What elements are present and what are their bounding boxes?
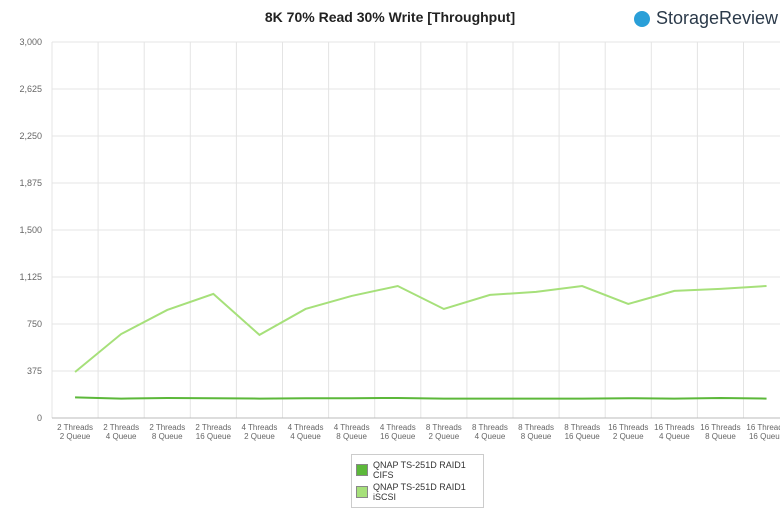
chart-title: 8K 70% Read 30% Write [Throughput]: [265, 9, 515, 25]
x-tick-label: 8 Queue: [336, 432, 367, 441]
y-tick-label: 1,125: [19, 272, 42, 282]
x-tick-label: 4 Threads: [242, 423, 278, 432]
x-tick-label: 16 Queue: [196, 432, 232, 441]
logo-icon: [633, 10, 650, 27]
x-tick-label: 8 Threads: [472, 423, 508, 432]
x-tick-label: 2 Threads: [195, 423, 231, 432]
x-tick-label: 16 Queue: [380, 432, 416, 441]
y-tick-label: 0: [37, 413, 42, 423]
brand-logo: StorageReview: [633, 8, 778, 29]
legend-swatch: [356, 486, 368, 498]
y-tick-label: 750: [27, 319, 42, 329]
brand-name: StorageReview: [655, 8, 778, 28]
x-tick-label: 8 Threads: [564, 423, 600, 432]
legend: QNAP TS-251D RAID1 CIFS QNAP TS-251D RAID…: [351, 454, 484, 508]
series-line: [74, 284, 767, 373]
x-tick-label: 4 Threads: [334, 423, 370, 432]
x-tick-label: 16 Threads: [700, 423, 740, 432]
x-tick-label: 4 Threads: [288, 423, 324, 432]
x-tick-label: 2 Threads: [149, 423, 185, 432]
x-tick-label: 2 Queue: [613, 432, 644, 441]
x-tick-label: 2 Threads: [57, 423, 93, 432]
x-tick-label: 16 Threads: [746, 423, 780, 432]
legend-swatch: [356, 464, 368, 476]
x-tick-label: 4 Queue: [659, 432, 690, 441]
x-tick-label: 2 Queue: [428, 432, 459, 441]
y-tick-label: 1,875: [19, 178, 42, 188]
x-tick-label: 4 Queue: [290, 432, 321, 441]
legend-item[interactable]: QNAP TS-251D RAID1 iSCSI: [356, 482, 479, 502]
x-tick-label: 16 Queue: [565, 432, 601, 441]
y-tick-label: 3,000: [19, 37, 42, 47]
legend-label: QNAP TS-251D RAID1 CIFS: [373, 460, 466, 480]
x-tick-label: 16 Threads: [608, 423, 648, 432]
x-tick-label: 8 Threads: [426, 423, 462, 432]
x-tick-label: 4 Threads: [380, 423, 416, 432]
x-tick-label: 4 Queue: [475, 432, 506, 441]
x-tick-label: 8 Queue: [152, 432, 183, 441]
y-tick-label: 2,250: [19, 131, 42, 141]
x-tick-label: 16 Queue: [749, 432, 780, 441]
x-tick-label: 4 Queue: [106, 432, 137, 441]
x-tick-label: 8 Threads: [518, 423, 554, 432]
y-tick-label: 2,625: [19, 84, 42, 94]
legend-label: QNAP TS-251D RAID1 iSCSI: [373, 482, 466, 502]
x-tick-label: 8 Queue: [521, 432, 552, 441]
x-tick-label: 8 Queue: [705, 432, 736, 441]
series-line: [75, 396, 767, 400]
legend-item[interactable]: QNAP TS-251D RAID1 CIFS: [356, 460, 479, 480]
x-tick-label: 16 Threads: [654, 423, 694, 432]
x-tick-label: 2 Threads: [103, 423, 139, 432]
x-tick-label: 2 Queue: [244, 432, 275, 441]
x-tick-label: 2 Queue: [60, 432, 91, 441]
y-tick-label: 1,500: [19, 225, 42, 235]
y-tick-label: 375: [27, 366, 42, 376]
